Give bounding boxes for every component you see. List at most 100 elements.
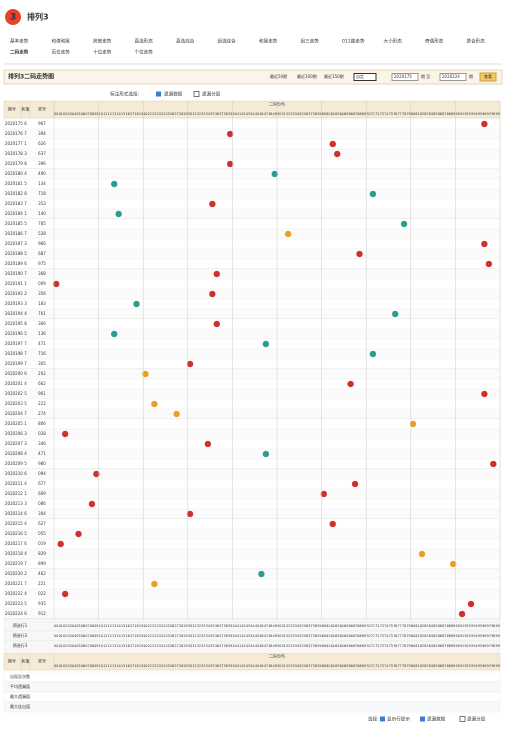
period: 2020180 [5,171,23,176]
preselect-cell: 96 [482,644,486,648]
row-bg [3,128,501,140]
hit-ball [351,480,359,488]
column-header: 48 [268,664,272,668]
preselect-cell: 79 [406,644,410,648]
column-header: 62 [331,664,335,668]
period: 2020220 [5,571,23,576]
column-header: 88 [447,112,451,116]
select[interactable] [353,73,377,81]
column-header: 16 [125,112,129,116]
column-header: 19 [139,112,143,116]
preselect-cell: 80 [411,644,415,648]
number: 806 [38,421,46,426]
number: 718 [38,191,46,196]
preselect-cell: 75 [389,634,393,638]
preselect-cell: 84 [429,624,433,628]
period: 2020213 [5,501,23,506]
preselect-cell: 37 [219,644,223,648]
preselect-cell: 35 [210,624,214,628]
preselect-cell: 24 [161,624,165,628]
input-from[interactable] [391,73,419,81]
column-header: 75 [389,664,393,668]
column-header: 02 [63,664,67,668]
column-header: 42 [241,664,245,668]
column-header: 71 [371,664,375,668]
column-header: 69 [362,664,366,668]
number: 637 [38,151,46,156]
hit-ball [88,500,96,508]
number: 471 [38,341,46,346]
preselect-cell: 21 [148,624,152,628]
number: 202 [38,371,46,376]
row-bg [3,198,501,210]
recent-link: 最近150期 [324,73,344,79]
column-header: 91 [460,112,464,116]
preselect-cell: 54 [295,634,299,638]
number: 935 [38,601,46,606]
sum: 1 [24,211,27,216]
column-header: 94 [473,112,477,116]
preselect-cell: 63 [335,634,339,638]
checkbox[interactable] [193,91,200,97]
column-header: 17 [130,664,134,668]
hit-ball [213,270,221,278]
column-header: 58 [313,112,317,116]
button[interactable] [479,72,497,82]
preselect-cell: 86 [438,644,442,648]
preselect-cell: 48 [268,644,272,648]
preselect-cell: 77 [398,634,402,638]
preselect-cell: 83 [424,624,428,628]
preselect-cell: 92 [464,644,468,648]
column-header: 53 [291,664,295,668]
preselect-cell: 16 [125,634,129,638]
preselect-cell: 90 [456,624,460,628]
column-header: 57 [308,664,312,668]
row-bg [3,118,501,130]
column-header: 37 [219,112,223,116]
checkbox[interactable] [420,716,425,722]
nav-link: 和值和尾 [52,38,71,45]
preselect-cell: 78 [402,624,406,628]
select-text: 自定 [356,73,364,79]
preselect-cell: 12 [108,624,112,628]
checkbox[interactable] [459,716,466,722]
column-header: 03 [68,664,72,668]
row-bg [3,248,501,260]
preselect-cell: 51 [282,634,286,638]
preselect-cell: 81 [415,634,419,638]
preselect-cell: 46 [259,644,263,648]
preselect-cell: 41 [237,634,241,638]
preselect-cell: 98 [491,634,495,638]
column-header: 80 [411,112,415,116]
period: 2020219 [5,561,23,566]
preselect-cell: 51 [282,624,286,628]
preselect-cell: 52 [286,644,290,648]
preselect-cell: 58 [313,634,317,638]
preselect-cell: 59 [317,634,321,638]
preselect-cell: 65 [344,634,348,638]
preselect-cell: 02 [63,644,67,648]
preselect-cell: 75 [389,644,393,648]
number: 304 [38,511,46,516]
preselect-cell: 81 [415,644,419,648]
column-header: 16 [125,664,129,668]
row-bg [3,308,501,320]
preselect-cell: 40 [233,634,237,638]
preselect-cell: 93 [469,644,473,648]
period: 2020192 [5,291,23,296]
column-header: 92 [464,112,468,116]
preselect-cell: 72 [375,644,379,648]
sum: 5 [24,461,27,466]
sum: 6 [24,611,27,616]
checkbox[interactable] [156,91,161,97]
column-header: 85 [433,112,437,116]
input-to[interactable] [439,73,467,81]
preselect-cell: 93 [469,634,473,638]
column-header: 00 [54,112,58,116]
number: 022 [38,591,46,596]
row-bg [3,438,501,450]
number: 140 [38,211,46,216]
checkbox[interactable] [380,716,385,722]
period: 2020178 [5,151,23,156]
